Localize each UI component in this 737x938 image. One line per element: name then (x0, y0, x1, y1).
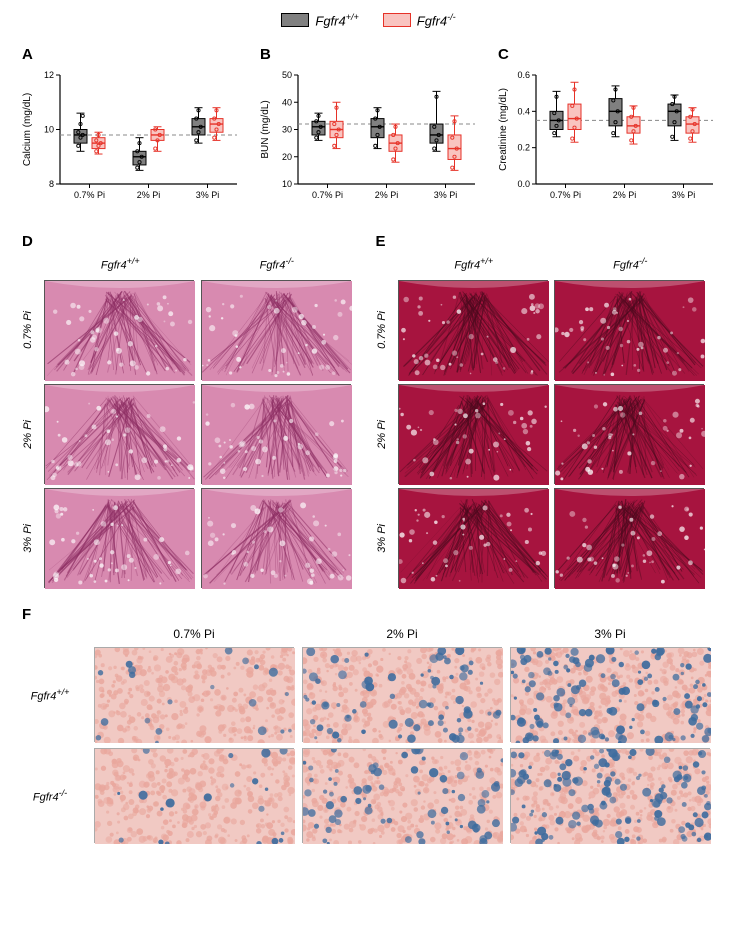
svg-text:2% Pi: 2% Pi (613, 190, 637, 200)
svg-text:50: 50 (282, 70, 292, 80)
svg-text:0.7% Pi: 0.7% Pi (312, 190, 343, 200)
histology-image (398, 488, 548, 588)
svg-text:3% Pi: 3% Pi (196, 190, 220, 200)
histology-image (398, 384, 548, 484)
svg-text:10: 10 (282, 179, 292, 189)
panel-F-rows: Fgfr4+/+ Fgfr4-/- (18, 647, 719, 843)
panel-F-row: Fgfr4+/+ (18, 647, 719, 742)
svg-text:12: 12 (44, 70, 54, 80)
svg-text:3% Pi: 3% Pi (672, 190, 696, 200)
svg-text:10: 10 (44, 125, 54, 135)
panel-C-label: C (498, 46, 719, 63)
svg-text:8: 8 (49, 179, 54, 189)
panel-F-col-0: 0.7% Pi (94, 627, 294, 641)
panel-A-chart: 8 10 12 Calcium (mg/dL) 0.7% Pi 2% Pi 3% Pi (18, 67, 243, 212)
svg-text:3% Pi: 3% Pi (434, 190, 458, 200)
hist-row-label: 3% Pi (18, 524, 40, 553)
hist-col-wt: Fgfr4+/+ (44, 256, 197, 276)
svg-text:40: 40 (282, 98, 292, 108)
histology-image (44, 280, 194, 380)
panel-C-chart: 0.0 0.2 0.4 0.6 Creatinine (mg/dL) 0.7% Pi 2% … (494, 67, 719, 212)
panel-F-image (510, 748, 710, 843)
svg-text:0.6: 0.6 (517, 70, 530, 80)
panel-C: C 0.0 0.2 0.4 0.6 Creatinine (mg/dL) 0.7% Pi 2… (494, 46, 719, 217)
panel-D-label: D (22, 233, 366, 250)
svg-text:0.7% Pi: 0.7% Pi (74, 190, 105, 200)
panel-F-row: Fgfr4-/- (18, 748, 719, 843)
panel-F-col-2: 3% Pi (510, 627, 710, 641)
hist-col-wt: Fgfr4+/+ (398, 256, 551, 276)
histology-image (201, 384, 351, 484)
svg-text:0.2: 0.2 (517, 143, 530, 153)
svg-text:Creatinine (mg/dL): Creatinine (mg/dL) (498, 88, 509, 171)
histology-image (398, 280, 548, 380)
histology-image (201, 280, 351, 380)
svg-text:0.4: 0.4 (517, 107, 530, 117)
svg-text:0.0: 0.0 (517, 179, 530, 189)
panel-F-row-label: Fgfr4-/- (18, 788, 90, 804)
histology-image (44, 384, 194, 484)
panel-B: B 10 20 30 40 50 BUN (mg/dL) 0.7% Pi 2% Pi 3% Pi (256, 46, 481, 217)
panel-F-image (94, 647, 294, 742)
histology-row: D Fgfr4+/+Fgfr4-/-0.7% Pi2% Pi3% Pi E Fg… (18, 233, 719, 588)
panel-F-label: F (22, 606, 719, 623)
panel-D: D Fgfr4+/+Fgfr4-/- 0.7% Pi 2% Pi 3% Pi (18, 233, 366, 588)
panel-E: E Fgfr4+/+Fgfr4-/- 0.7% Pi 2% Pi 3% Pi (372, 233, 720, 588)
hist-row-label: 0.7% Pi (18, 311, 40, 349)
hist-row-label: 0.7% Pi (372, 311, 394, 349)
hist-row-label: 3% Pi (372, 524, 394, 553)
panel-B-label: B (260, 46, 481, 63)
svg-text:2% Pi: 2% Pi (375, 190, 399, 200)
legend: Fgfr4+/+ Fgfr4-/- (18, 12, 719, 28)
legend-wt: Fgfr4+/+ (281, 12, 358, 28)
hist-col-ko: Fgfr4-/- (554, 256, 707, 276)
svg-text:BUN (mg/dL): BUN (mg/dL) (260, 101, 271, 159)
panel-D-grid: Fgfr4+/+Fgfr4-/- 0.7% Pi 2% Pi 3% Pi (18, 256, 353, 588)
panel-F-image (94, 748, 294, 843)
figure-root: Fgfr4+/+ Fgfr4-/- A 8 10 12 Calcium (mg/dL)… (0, 0, 737, 861)
svg-text:Calcium (mg/dL): Calcium (mg/dL) (22, 93, 33, 166)
hist-row-label: 2% Pi (18, 420, 40, 449)
panel-E-label: E (376, 233, 720, 250)
histology-image (201, 488, 351, 588)
legend-wt-label: Fgfr4+/+ (315, 12, 358, 28)
panel-A: A 8 10 12 Calcium (mg/dL) 0.7% Pi 2% Pi 3% Pi (18, 46, 243, 217)
panel-F-image (302, 748, 502, 843)
histology-image (554, 280, 704, 380)
panel-B-chart: 10 20 30 40 50 BUN (mg/dL) 0.7% Pi 2% Pi 3% Pi (256, 67, 481, 212)
panel-F-row-label: Fgfr4+/+ (18, 687, 90, 703)
panel-E-grid: Fgfr4+/+Fgfr4-/- 0.7% Pi 2% Pi 3% Pi (372, 256, 707, 588)
histology-image (44, 488, 194, 588)
svg-text:20: 20 (282, 152, 292, 162)
boxplot-row: A 81012Calcium (mg/dL)0.7% Pi2% Pi3% Pi … (18, 46, 719, 217)
panel-F-col-1: 2% Pi (302, 627, 502, 641)
legend-wt-swatch (281, 13, 309, 27)
legend-ko-label: Fgfr4-/- (417, 12, 456, 28)
hist-col-ko: Fgfr4-/- (201, 256, 354, 276)
panel-A-label: A (22, 46, 243, 63)
svg-text:2% Pi: 2% Pi (137, 190, 161, 200)
histology-image (554, 488, 704, 588)
panel-F: F 0.7% Pi 2% Pi 3% Pi Fgfr4+/+ Fgfr4-/- (18, 606, 719, 843)
panel-F-image (302, 647, 502, 742)
panel-F-image (510, 647, 710, 742)
legend-ko-swatch (383, 13, 411, 27)
svg-text:30: 30 (282, 125, 292, 135)
histology-image (554, 384, 704, 484)
legend-ko: Fgfr4-/- (383, 12, 456, 28)
panel-F-col-labels: 0.7% Pi 2% Pi 3% Pi (90, 627, 719, 641)
hist-row-label: 2% Pi (372, 420, 394, 449)
svg-text:0.7% Pi: 0.7% Pi (550, 190, 581, 200)
